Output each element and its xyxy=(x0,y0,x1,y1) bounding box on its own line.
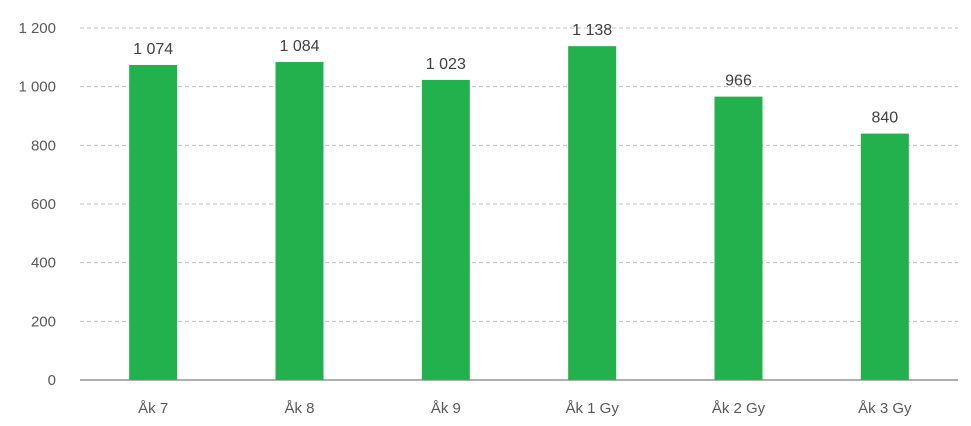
bar xyxy=(860,133,909,380)
bars xyxy=(129,46,909,381)
x-category-label: Åk 1 Gy xyxy=(565,400,619,417)
x-category-label: Åk 2 Gy xyxy=(712,400,766,417)
x-category-label: Åk 8 xyxy=(284,400,314,417)
y-tick-label: 800 xyxy=(31,137,56,154)
x-category-label: Åk 7 xyxy=(138,400,168,417)
y-tick-label: 1 200 xyxy=(18,20,56,37)
bar xyxy=(568,46,617,380)
bar xyxy=(714,96,763,380)
y-axis-ticks: 0 200 400 600 800 1 000 1 200 xyxy=(18,20,56,389)
bar xyxy=(275,62,324,380)
data-label: 840 xyxy=(871,110,898,127)
data-label: 1 084 xyxy=(279,38,319,55)
y-tick-label: 1 000 xyxy=(18,79,56,96)
gridlines xyxy=(80,27,958,322)
y-tick-label: 400 xyxy=(31,255,56,272)
y-tick-label: 0 xyxy=(48,372,56,389)
x-axis-categories: Åk 7 Åk 8 Åk 9 Åk 1 Gy Åk 2 Gy Åk 3 Gy xyxy=(138,400,912,417)
data-label: 966 xyxy=(725,73,752,90)
bar xyxy=(421,79,470,381)
data-label: 1 074 xyxy=(133,41,173,58)
data-labels: 1 074 1 084 1 023 1 138 966 840 xyxy=(133,22,898,126)
x-category-label: Åk 3 Gy xyxy=(858,400,912,417)
data-label: 1 138 xyxy=(572,22,612,39)
data-label: 1 023 xyxy=(426,56,466,73)
x-category-label: Åk 9 xyxy=(431,400,461,417)
bar xyxy=(129,64,178,381)
y-tick-label: 600 xyxy=(31,196,56,213)
y-tick-label: 200 xyxy=(31,313,56,330)
